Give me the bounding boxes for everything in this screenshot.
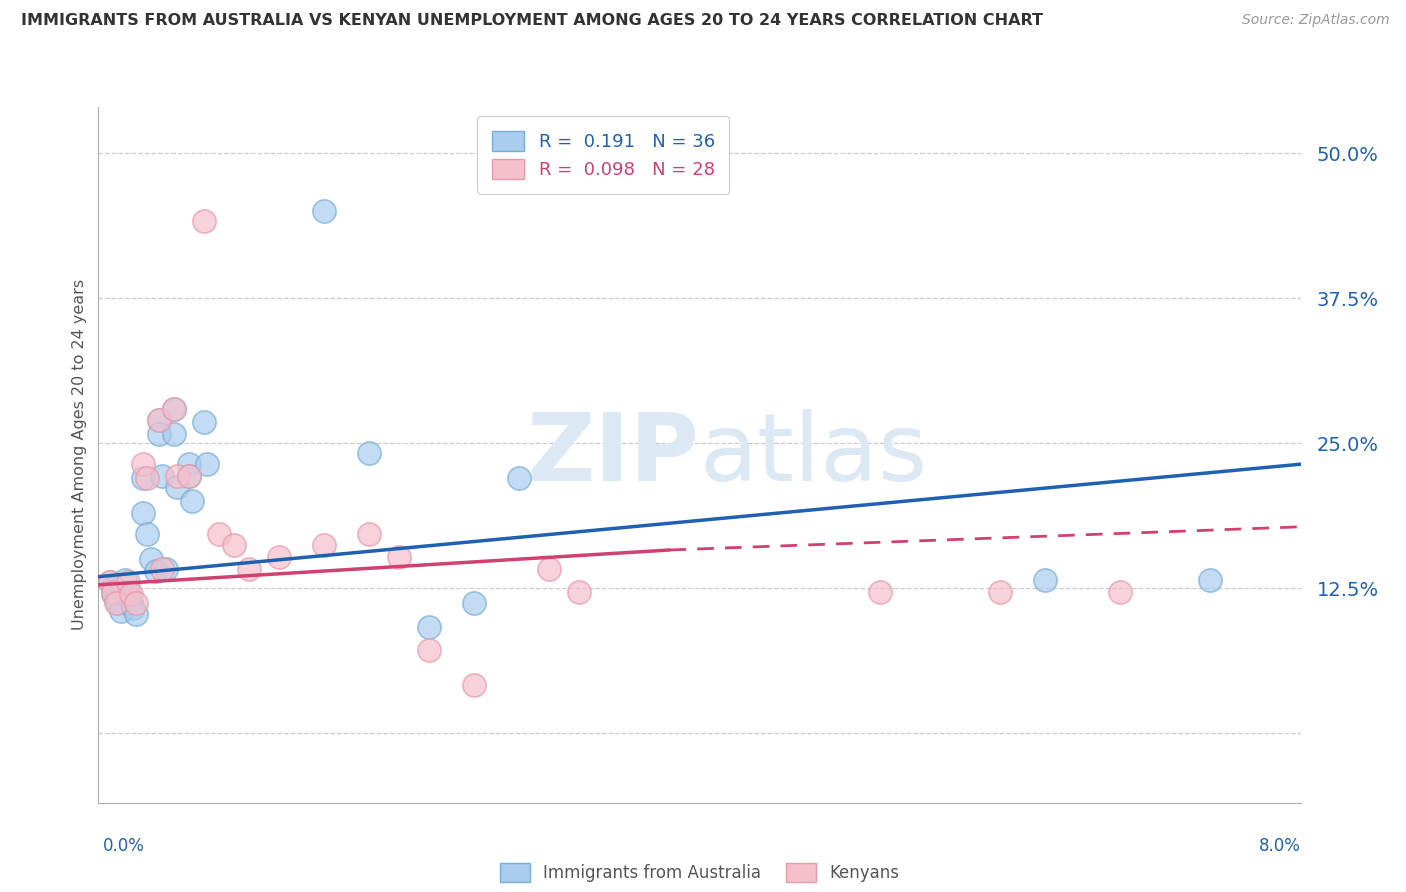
Y-axis label: Unemployment Among Ages 20 to 24 years: Unemployment Among Ages 20 to 24 years xyxy=(72,279,87,631)
Point xyxy=(177,468,200,483)
Point xyxy=(177,457,200,471)
Point xyxy=(193,213,215,227)
Point xyxy=(208,526,231,541)
Point xyxy=(132,457,155,471)
Point xyxy=(238,561,260,575)
Text: 8.0%: 8.0% xyxy=(1258,837,1301,855)
Text: Source: ZipAtlas.com: Source: ZipAtlas.com xyxy=(1241,13,1389,28)
Point xyxy=(193,416,215,430)
Point xyxy=(267,549,290,564)
Point xyxy=(222,538,245,552)
Point xyxy=(162,401,184,416)
Point xyxy=(103,587,125,601)
Text: IMMIGRANTS FROM AUSTRALIA VS KENYAN UNEMPLOYMENT AMONG AGES 20 TO 24 YEARS CORRE: IMMIGRANTS FROM AUSTRALIA VS KENYAN UNEM… xyxy=(21,13,1043,29)
Point xyxy=(117,584,139,599)
Point xyxy=(117,590,139,604)
Point xyxy=(1109,584,1132,599)
Point xyxy=(166,468,188,483)
Point xyxy=(568,584,591,599)
Point xyxy=(162,427,184,442)
Point xyxy=(103,584,125,599)
Point xyxy=(150,468,173,483)
Point xyxy=(538,561,561,575)
Point xyxy=(357,445,380,459)
Point xyxy=(166,480,188,494)
Point xyxy=(107,596,129,610)
Point xyxy=(312,538,335,552)
Point xyxy=(357,526,380,541)
Point xyxy=(105,592,128,607)
Point xyxy=(418,619,440,633)
Point xyxy=(121,596,143,610)
Point xyxy=(148,413,170,427)
Text: atlas: atlas xyxy=(699,409,928,501)
Point xyxy=(1199,573,1222,587)
Point xyxy=(155,561,177,575)
Point xyxy=(122,601,145,615)
Point xyxy=(162,401,184,416)
Point xyxy=(139,552,162,566)
Point xyxy=(132,471,155,485)
Point xyxy=(105,596,128,610)
Point xyxy=(148,413,170,427)
Point xyxy=(177,468,200,483)
Point xyxy=(418,642,440,657)
Legend: Immigrants from Australia, Kenyans: Immigrants from Australia, Kenyans xyxy=(489,853,910,892)
Point xyxy=(195,457,218,471)
Point xyxy=(125,596,148,610)
Point xyxy=(312,204,335,219)
Point xyxy=(463,677,485,691)
Point xyxy=(388,549,411,564)
Point xyxy=(114,573,136,587)
Point xyxy=(145,564,167,578)
Point xyxy=(110,605,132,619)
Point xyxy=(869,584,891,599)
Point xyxy=(100,575,122,590)
Point xyxy=(508,471,530,485)
Point xyxy=(125,607,148,621)
Point xyxy=(121,587,143,601)
Text: ZIP: ZIP xyxy=(527,409,699,501)
Point xyxy=(135,471,157,485)
Point xyxy=(132,506,155,520)
Point xyxy=(180,494,202,508)
Text: 0.0%: 0.0% xyxy=(103,837,145,855)
Point xyxy=(1033,573,1056,587)
Point xyxy=(103,582,125,596)
Point xyxy=(463,596,485,610)
Point xyxy=(988,584,1011,599)
Point xyxy=(117,575,139,590)
Point xyxy=(135,526,157,541)
Point xyxy=(100,575,122,590)
Point xyxy=(148,427,170,442)
Point xyxy=(150,561,173,575)
